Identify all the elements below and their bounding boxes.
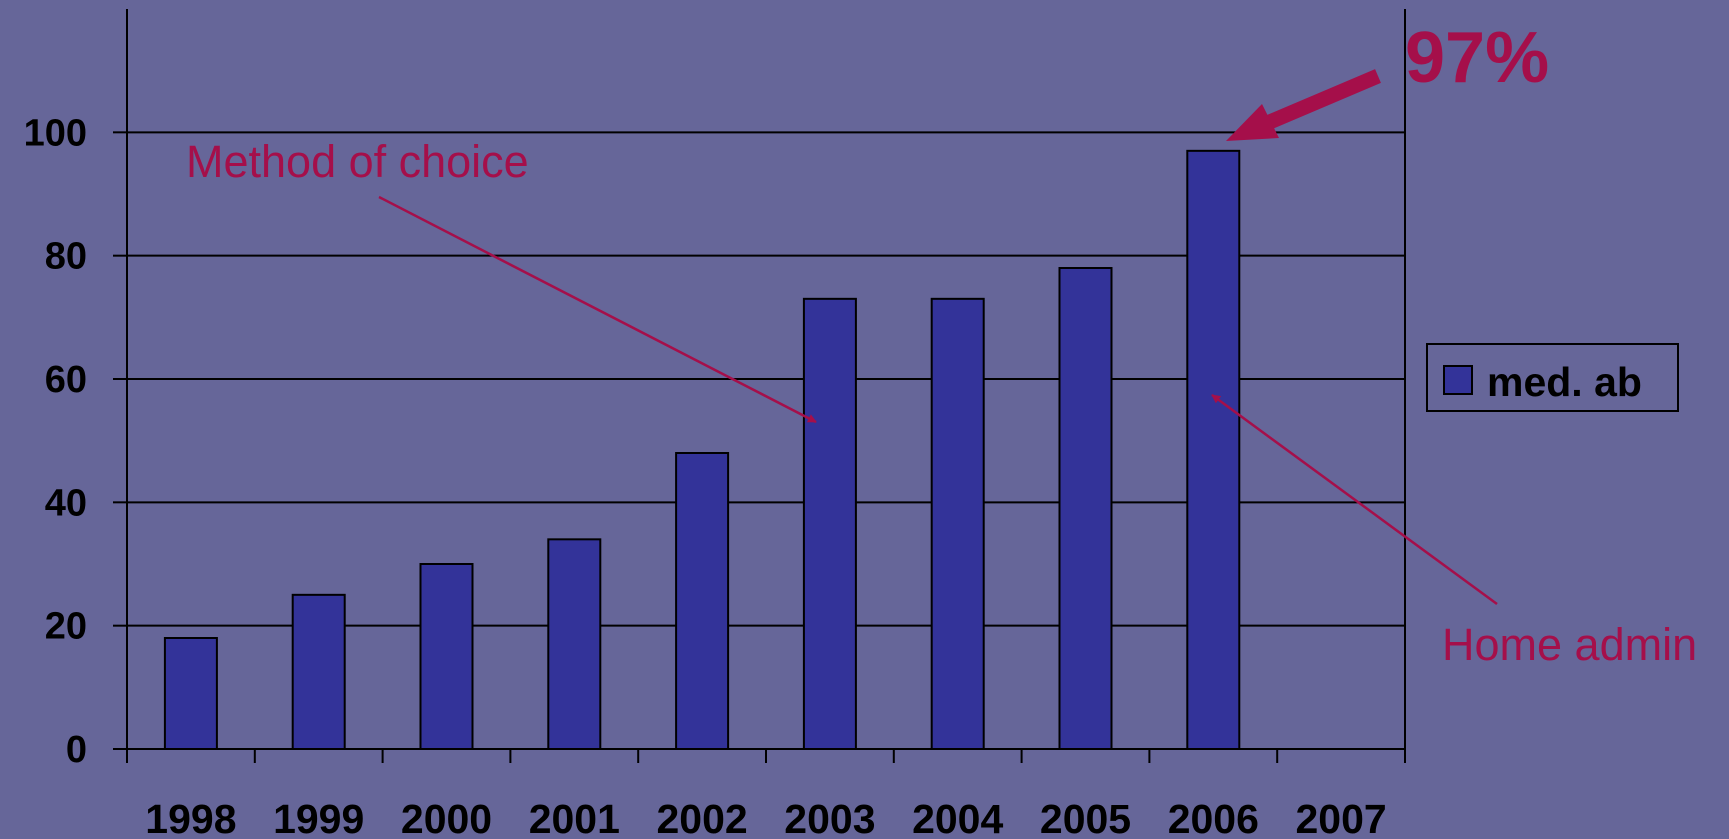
- bar-2000: [419, 563, 474, 750]
- bar-2006: [1186, 149, 1241, 751]
- annotations: Method of choice Home admin 97%: [186, 18, 1697, 670]
- x-tick-label-1998: 1998: [145, 796, 236, 839]
- x-tick-label-2003: 2003: [784, 796, 875, 839]
- bar-2003: [802, 297, 857, 750]
- y-tick-label: 20: [45, 606, 87, 648]
- x-tick-label-1999: 1999: [273, 796, 364, 839]
- annotation-method-arrow: [378, 195, 817, 424]
- annotation-percent: 97%: [1405, 18, 1549, 98]
- x-tick-label-2005: 2005: [1040, 796, 1131, 839]
- y-tick-label: 80: [45, 236, 87, 278]
- annotation-home-admin: Home admin: [1442, 619, 1697, 670]
- x-tick-label-2006: 2006: [1168, 796, 1259, 839]
- legend-swatch: [1443, 365, 1473, 395]
- annotation-home-admin-arrow: [1211, 393, 1498, 606]
- x-tick-label-2007: 2007: [1295, 796, 1386, 839]
- annotation-percent-arrow: [1226, 69, 1381, 141]
- bar-2002: [675, 452, 730, 750]
- bars: [163, 149, 1241, 751]
- bar-2004: [930, 297, 985, 750]
- legend: med. ab: [1426, 343, 1679, 412]
- y-tick-label: 40: [45, 482, 87, 524]
- x-tick-label-2002: 2002: [656, 796, 747, 839]
- x-tick-label-2000: 2000: [401, 796, 492, 839]
- axes: [113, 9, 1406, 763]
- bar-2005: [1058, 267, 1113, 750]
- annotation-method-of-choice: Method of choice: [186, 136, 529, 187]
- bar-2001: [547, 538, 602, 750]
- y-tick-label: 0: [66, 729, 87, 771]
- x-tick-label-2001: 2001: [529, 796, 620, 839]
- bar-1999: [291, 593, 346, 750]
- legend-label: med. ab: [1487, 359, 1642, 405]
- bar-1998: [163, 637, 218, 750]
- y-tick-label: 100: [24, 112, 87, 154]
- y-tick-label: 60: [45, 359, 87, 401]
- x-tick-label-2004: 2004: [912, 796, 1003, 839]
- tick-labels: 0 20 40 60 80 100 1998 1999 2000 2001 2002 2003 2004…: [24, 112, 1387, 839]
